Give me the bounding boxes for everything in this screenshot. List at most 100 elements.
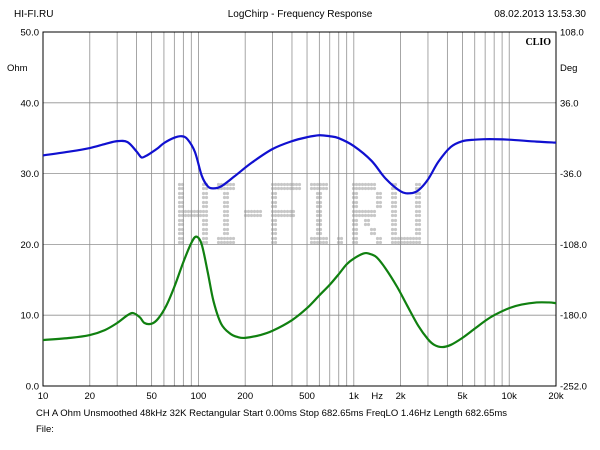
watermark-dot: [282, 182, 287, 187]
watermark-dot: [414, 195, 419, 200]
watermark-dot: [198, 209, 203, 214]
watermark-dot: [372, 231, 377, 236]
watermark-dot: [225, 209, 230, 214]
watermark-dot: [177, 213, 182, 218]
watermark-dot: [393, 240, 398, 245]
watermark-dot: [222, 222, 227, 227]
watermark-dot: [411, 236, 416, 241]
y-axis-left-unit: Ohm: [7, 63, 28, 74]
watermark-dot: [363, 218, 368, 223]
watermark-dot: [402, 240, 407, 245]
watermark-dot: [222, 200, 227, 205]
watermark-dot: [378, 236, 383, 241]
watermark-dot: [291, 186, 296, 191]
watermark-dot: [204, 222, 209, 227]
watermark-dot: [201, 222, 206, 227]
watermark-dot: [414, 218, 419, 223]
watermark-dot: [315, 213, 320, 218]
watermark-dot: [177, 231, 182, 236]
watermark-dot: [396, 240, 401, 245]
watermark-dot: [285, 209, 290, 214]
watermark-dot: [414, 227, 419, 232]
watermark-dot: [378, 204, 383, 209]
watermark-dot: [192, 213, 197, 218]
watermark-dot: [339, 240, 344, 245]
watermark-dot: [231, 240, 236, 245]
watermark-dot: [393, 218, 398, 223]
watermark-dot: [177, 209, 182, 214]
watermark-dot: [288, 182, 293, 187]
watermark-dot: [375, 204, 380, 209]
watermark-dot: [354, 209, 359, 214]
watermark-dot: [201, 218, 206, 223]
watermark-dot: [219, 236, 224, 241]
watermark-dot: [315, 227, 320, 232]
watermark-dot: [375, 191, 380, 196]
watermark-dot: [414, 231, 419, 236]
watermark-dot: [282, 186, 287, 191]
watermark-dot: [321, 182, 326, 187]
clio-brand-label: CLIO: [525, 37, 551, 48]
watermark-dot: [393, 182, 398, 187]
watermark-dot: [225, 222, 230, 227]
watermark-dot: [369, 209, 374, 214]
watermark-dot: [393, 209, 398, 214]
watermark-dot: [279, 186, 284, 191]
watermark-dot: [372, 182, 377, 187]
watermark-dot: [285, 186, 290, 191]
watermark-dot: [225, 191, 230, 196]
watermark-dot: [273, 218, 278, 223]
watermark-dot: [201, 209, 206, 214]
watermark-dot: [225, 236, 230, 241]
y-tick-label-right: -180.0: [560, 311, 587, 322]
watermark-dot: [354, 191, 359, 196]
plot-frame: [42, 31, 557, 387]
y-axis-left-labels: 0.0 10.0 20.0 30.0 40.0 50.0: [21, 28, 40, 393]
watermark-dot: [357, 182, 362, 187]
watermark-dot: [390, 227, 395, 232]
watermark-dot: [354, 231, 359, 236]
watermark-dot: [231, 182, 236, 187]
x-tick-label: 50: [146, 391, 157, 402]
watermark-dot: [201, 240, 206, 245]
watermark-dot: [324, 240, 329, 245]
x-tick-label: 500: [299, 391, 315, 402]
watermark-dot: [315, 209, 320, 214]
watermark-dot: [372, 227, 377, 232]
watermark-dot: [288, 209, 293, 214]
watermark-dot: [378, 240, 383, 245]
watermark-dot: [360, 209, 365, 214]
watermark-dot: [315, 195, 320, 200]
y-tick-label-right: -108.0: [560, 240, 587, 251]
watermark-dot: [252, 213, 257, 218]
watermark-dot: [204, 213, 209, 218]
watermark-dot: [204, 195, 209, 200]
watermark-dot: [315, 186, 320, 191]
watermark-dot: [390, 218, 395, 223]
watermark-dot: [372, 209, 377, 214]
watermark-dot: [204, 204, 209, 209]
watermark-dot: [354, 200, 359, 205]
watermark-dot: [390, 231, 395, 236]
watermark-dot: [177, 218, 182, 223]
x-tick-label: 20k: [548, 391, 564, 402]
watermark-dot: [369, 186, 374, 191]
watermark-dot: [177, 200, 182, 205]
watermark-dot: [201, 186, 206, 191]
chart-grid: [43, 32, 556, 386]
watermark-dot: [273, 222, 278, 227]
watermark-dot: [231, 236, 236, 241]
watermark-dot: [366, 218, 371, 223]
watermark-dot: [417, 204, 422, 209]
watermark-dot: [390, 195, 395, 200]
watermark-dot: [291, 213, 296, 218]
x-tick-label: 10k: [502, 391, 518, 402]
watermark-dot: [201, 200, 206, 205]
watermark-dot: [204, 218, 209, 223]
watermark-dot: [309, 236, 314, 241]
watermark-dot: [393, 213, 398, 218]
watermark-dot: [417, 213, 422, 218]
watermark-dot: [273, 200, 278, 205]
watermark-dot: [291, 209, 296, 214]
x-tick-label: 10: [38, 391, 49, 402]
